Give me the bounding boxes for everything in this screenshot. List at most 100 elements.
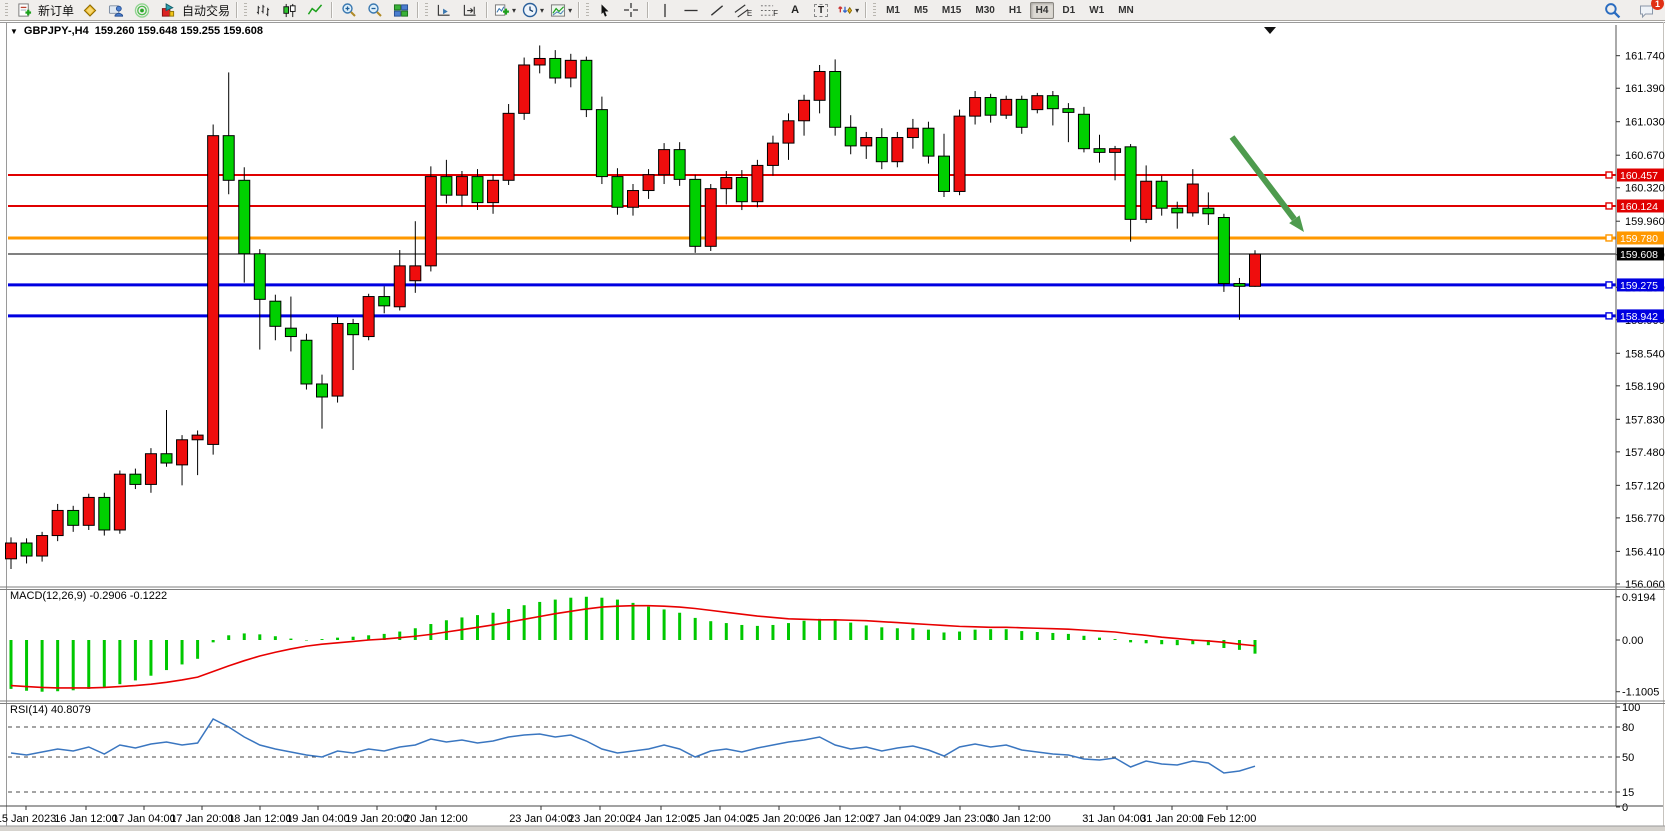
text-tool-button[interactable]: A [791,4,800,16]
expert-advisors-button[interactable] [103,0,129,21]
tf-button-w1[interactable]: W1 [1089,4,1105,16]
notification-badge: 1 [1651,0,1664,10]
crosshair-tool-button[interactable] [618,0,644,21]
vertical-line-icon [664,3,666,17]
candle-body [253,253,266,300]
toolbar-grip[interactable] [244,2,248,18]
journal-button[interactable] [77,0,103,21]
rsi-line [10,718,1256,774]
candle-body [875,137,888,163]
level-line-handle[interactable] [1605,281,1613,289]
toolbar-separator [647,2,650,18]
candle-body [269,300,282,327]
level-line-handle[interactable] [1605,312,1613,320]
vertical-line-tool-button[interactable] [652,0,678,21]
chart-shift-button[interactable] [457,0,483,21]
toolbar-separator [236,2,239,18]
candle-body [502,112,515,181]
fibonacci-icon-sub: F [773,8,779,18]
candle-body [1171,207,1184,214]
indicators-menu-button[interactable] [491,0,519,21]
add-indicator-icon [495,3,509,16]
text-label-tool-button[interactable]: T [808,0,834,21]
candle-body [1249,253,1261,287]
autotrading-label[interactable]: 自动交易 [182,3,231,18]
time-axis-label: 25 Jan 04:00 [688,813,752,825]
tf-button-mn[interactable]: MN [1118,4,1134,16]
equidistant-channel-tool-button[interactable]: E [730,0,756,21]
autotrading-button[interactable] [155,0,181,21]
toolbar-grip[interactable] [425,2,429,18]
templates-menu-button[interactable] [547,0,575,21]
toolbar-grip[interactable] [586,2,590,18]
candle-body [1155,180,1168,209]
level-line-handle[interactable] [1605,234,1613,242]
arrow-head[interactable] [1289,215,1304,232]
search-button[interactable] [1599,0,1625,21]
fibonacci-tool-button[interactable]: F [756,0,782,21]
candle-body [487,179,500,204]
tf-button-m15[interactable]: M15 [941,4,962,16]
auto-scroll-button[interactable] [431,0,457,21]
new-order-button[interactable] [11,0,37,21]
candle-body [424,176,437,267]
price-tag [1617,247,1664,261]
auto-scroll-icon [437,4,450,16]
new-order-icon [17,2,31,17]
crosshair-icon [624,3,639,17]
price-axis-label: 156.410 [1625,546,1665,558]
expert-advisor-icon [108,4,124,17]
toolbar-grip[interactable] [873,2,877,18]
tf-button-h4[interactable]: H4 [1029,1,1055,19]
candle-body [176,439,189,466]
rsi-axis-label: 0 [1622,802,1628,814]
candle-body [798,99,811,122]
tf-button-m1[interactable]: M1 [886,4,900,16]
candle-body [891,137,904,163]
tf-button-m5[interactable]: M5 [914,4,928,16]
arrows-tool-button[interactable] [834,0,862,21]
bar-chart-mode-button[interactable] [250,0,276,21]
candlestick-mode-button[interactable] [276,0,302,21]
price-axis-label: 160.320 [1625,183,1665,195]
notifications-button[interactable]: 1 [1633,0,1664,21]
zoom-in-button[interactable] [336,0,362,21]
time-axis-label: 31 Jan 04:00 [1082,813,1146,825]
candle-body [922,127,935,157]
candle-body [829,70,842,128]
tf-button-h1[interactable]: H1 [1008,4,1022,16]
candle-body [984,97,997,116]
tf-button-d1[interactable]: D1 [1062,4,1076,16]
zoom-out-button[interactable] [362,0,388,21]
arrow-shaft[interactable] [1229,135,1297,222]
cursor-tool-button[interactable] [592,0,618,21]
trendline-tool-button[interactable] [704,0,730,21]
horizontal-line-icon [684,9,698,11]
price-axis-label: 158.540 [1625,348,1665,360]
candle-body [1093,148,1106,153]
candle-body [1140,180,1153,220]
tf-button-m30[interactable]: M30 [975,4,995,16]
line-chart-mode-button[interactable] [302,0,328,21]
signals-button[interactable] [129,0,155,21]
time-axis-label: 23 Jan 04:00 [509,813,573,825]
time-axis-label: 24 Jan 12:00 [629,813,693,825]
horizontal-line-tool-button[interactable] [678,0,704,21]
candle-body [316,383,328,398]
level-line-handle[interactable] [1605,202,1613,210]
level-line-handle[interactable] [1605,171,1613,179]
shift-marker-icon[interactable] [1264,27,1276,34]
candle-body [113,473,126,531]
clock-icon [522,2,538,18]
new-order-label[interactable]: 新订单 [38,3,75,18]
price-chart[interactable]: 161.740 161.390 161.030 160.670 160.320 159.9… [0,21,1665,831]
candle-body [20,542,33,557]
price-tag [1617,309,1664,323]
tile-windows-button[interactable] [388,0,414,21]
toolbar-grip[interactable] [5,2,8,18]
periods-menu-button[interactable] [519,0,547,21]
candle-body [766,142,779,166]
time-axis-label: 17 Jan 20:00 [170,813,234,825]
toolbar-separator [865,2,868,18]
candle-body [673,149,686,180]
